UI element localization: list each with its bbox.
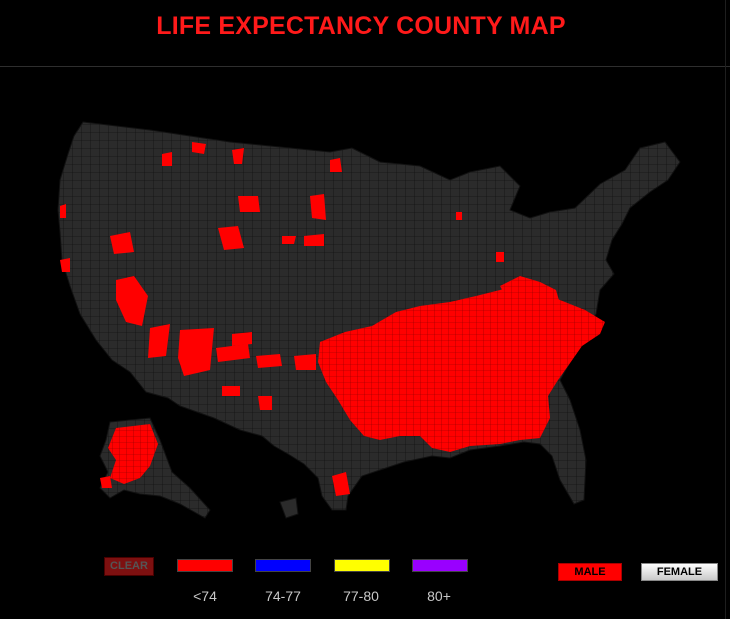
- dakota-red-county-2[interactable]: [304, 234, 324, 246]
- page-title: LIFE EXPECTANCY COUNTY MAP: [156, 12, 566, 40]
- female-button[interactable]: FEMALE: [641, 563, 718, 581]
- texas-red-county-2[interactable]: [332, 472, 350, 496]
- male-button[interactable]: MALE: [558, 563, 622, 581]
- arizona-red-county-2[interactable]: [178, 328, 214, 376]
- southeast-low-life-expectancy-region[interactable]: [318, 284, 605, 452]
- southwest-red-county[interactable]: [222, 386, 240, 396]
- montana-red-county-2[interactable]: [162, 152, 172, 166]
- scrollbar-track: [725, 0, 726, 619]
- legend-swatch-77-80[interactable]: [334, 559, 390, 572]
- colorado-red-county[interactable]: [256, 354, 282, 368]
- montana-red-county-3[interactable]: [192, 142, 206, 154]
- alaska-red-county-south[interactable]: [100, 476, 112, 488]
- dakota-red-county-4[interactable]: [330, 158, 342, 172]
- arizona-red-county-1[interactable]: [148, 324, 170, 358]
- dakota-red-county-1[interactable]: [310, 194, 326, 220]
- legend-label-77-80: 77-80: [343, 588, 379, 604]
- alaska-red-region[interactable]: [108, 424, 158, 484]
- title-divider: [0, 66, 730, 67]
- legend-swatch-lt74[interactable]: [177, 559, 233, 572]
- wyoming-red-county[interactable]: [218, 226, 244, 250]
- montana-red-county-4[interactable]: [232, 148, 244, 164]
- nevada-red-county[interactable]: [116, 276, 148, 326]
- california-red-county-2[interactable]: [60, 258, 70, 272]
- legend-swatch-80plus[interactable]: [412, 559, 468, 572]
- newmexico-red-county[interactable]: [216, 344, 250, 362]
- legend-swatch-74-77[interactable]: [255, 559, 311, 572]
- utah-red-county[interactable]: [232, 332, 252, 346]
- gulf-island-shape[interactable]: [279, 497, 299, 519]
- texas-red-county-1[interactable]: [258, 396, 272, 410]
- nevada-north-red-county[interactable]: [110, 232, 134, 254]
- legend-label-lt74: <74: [193, 588, 217, 604]
- montana-red-county-1[interactable]: [238, 196, 260, 212]
- ohio-red-county[interactable]: [496, 252, 504, 262]
- michigan-red-county[interactable]: [456, 212, 462, 220]
- oklahoma-red-county[interactable]: [294, 354, 316, 370]
- legend-label-74-77: 74-77: [265, 588, 301, 604]
- clear-button[interactable]: CLEAR: [104, 557, 154, 576]
- legend-label-80plus: 80+: [427, 588, 451, 604]
- county-map[interactable]: [0, 100, 730, 540]
- appalachia-red-cluster[interactable]: [500, 276, 560, 314]
- california-red-county[interactable]: [60, 204, 66, 218]
- dakota-red-county-3[interactable]: [282, 236, 296, 244]
